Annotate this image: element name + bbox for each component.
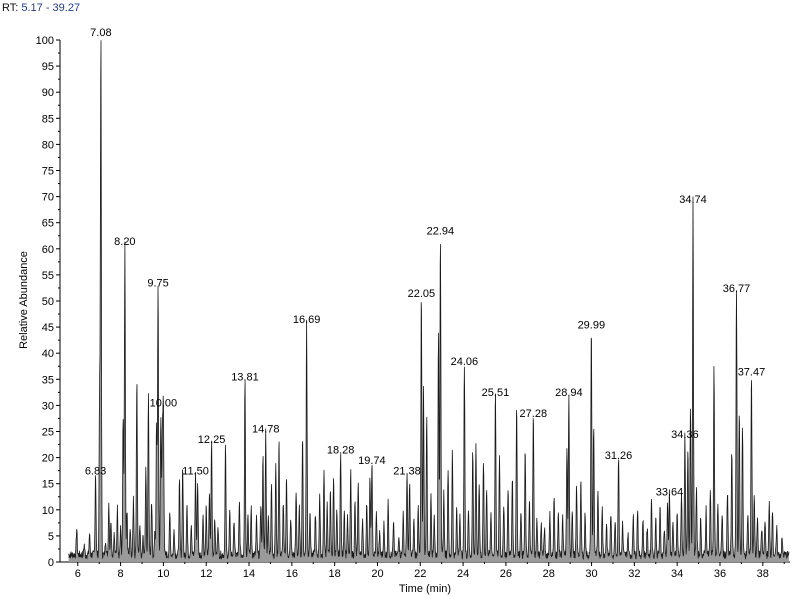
peak-label: 29.99	[578, 319, 606, 331]
x-tick-label: 32	[628, 568, 640, 580]
peak-label: 10.00	[150, 398, 178, 410]
peak-label: 6.83	[85, 465, 106, 477]
peak-label: 24.06	[451, 356, 479, 368]
y-tick-label: 5	[48, 531, 54, 543]
peak-label: 25.51	[482, 387, 510, 399]
peak-label: 16.69	[293, 314, 321, 326]
x-tick-label: 30	[585, 568, 597, 580]
y-tick-label: 65	[42, 218, 54, 230]
peak-label: 31.26	[605, 450, 633, 462]
y-tick-label: 90	[42, 87, 54, 99]
y-tick-label: 60	[42, 244, 54, 256]
x-tick-label: 22	[414, 568, 426, 580]
peak-label: 8.20	[114, 236, 135, 248]
peak-label: 21.38	[393, 465, 421, 477]
rt-range-value: 5.17 - 39.27	[21, 2, 81, 14]
y-tick-label: 0	[48, 557, 54, 569]
peak-label: 37.47	[738, 366, 766, 378]
y-axis-title: Relative Abundance	[18, 251, 30, 349]
peak-label: 19.74	[358, 455, 386, 467]
y-tick-label: 45	[42, 322, 54, 334]
peak-label: 13.81	[231, 372, 259, 384]
peak-label: 27.28	[520, 408, 548, 420]
rt-range-label: RT: 5.17 - 39.27	[2, 2, 80, 14]
y-tick-label: 40	[42, 348, 54, 360]
peak-label: 18.28	[327, 445, 355, 457]
peak-label: 11.50	[182, 465, 209, 477]
y-tick-label: 30	[42, 400, 54, 412]
peak-label: 14.78	[252, 424, 280, 436]
x-tick-label: 14	[243, 568, 255, 580]
peak-label: 7.08	[90, 27, 111, 39]
peak-label: 9.75	[147, 278, 168, 290]
x-tick-label: 36	[714, 568, 726, 580]
y-tick-label: 10	[42, 505, 54, 517]
y-tick-label: 80	[42, 139, 54, 151]
y-tick-label: 35	[42, 374, 54, 386]
peak-label: 34.74	[679, 194, 707, 206]
y-tick-label: 20	[42, 453, 54, 465]
x-tick-label: 34	[671, 568, 683, 580]
y-tick-label: 55	[42, 270, 54, 282]
y-tick-label: 25	[42, 427, 54, 439]
x-tick-label: 20	[371, 568, 383, 580]
x-tick-label: 6	[75, 568, 81, 580]
x-tick-label: 16	[286, 568, 298, 580]
y-tick-label: 100	[36, 35, 54, 47]
x-tick-label: 24	[457, 568, 469, 580]
peak-label: 12.25	[198, 434, 226, 446]
x-tick-label: 38	[757, 568, 769, 580]
x-axis-title: Time (min)	[399, 583, 451, 595]
y-tick-label: 95	[42, 61, 54, 73]
x-tick-label: 8	[118, 568, 124, 580]
peak-label: 22.94	[427, 225, 455, 237]
y-tick-label: 50	[42, 296, 54, 308]
y-tick-label: 70	[42, 192, 54, 204]
peak-label: 36.77	[723, 283, 751, 295]
peak-label: 22.05	[408, 288, 436, 300]
peak-label: 33.64	[656, 486, 684, 498]
y-tick-label: 15	[42, 479, 54, 491]
rt-prefix: RT:	[2, 2, 22, 14]
x-tick-label: 18	[329, 568, 341, 580]
trace-fill	[68, 40, 789, 563]
x-tick-label: 28	[543, 568, 555, 580]
x-tick-label: 12	[200, 568, 212, 580]
trace-line	[68, 40, 790, 561]
x-tick-label: 10	[157, 568, 169, 580]
y-tick-label: 75	[42, 166, 54, 178]
peak-label: 28.94	[555, 387, 583, 399]
y-tick-label: 85	[42, 113, 54, 125]
peak-label: 34.36	[671, 429, 699, 441]
chromatogram-trace	[68, 40, 790, 563]
x-tick-label: 26	[500, 568, 512, 580]
peak-labels: 6.83 7.08 8.20 9.75 10.00 11.50 12.25 13.81 14.7…	[85, 27, 765, 498]
